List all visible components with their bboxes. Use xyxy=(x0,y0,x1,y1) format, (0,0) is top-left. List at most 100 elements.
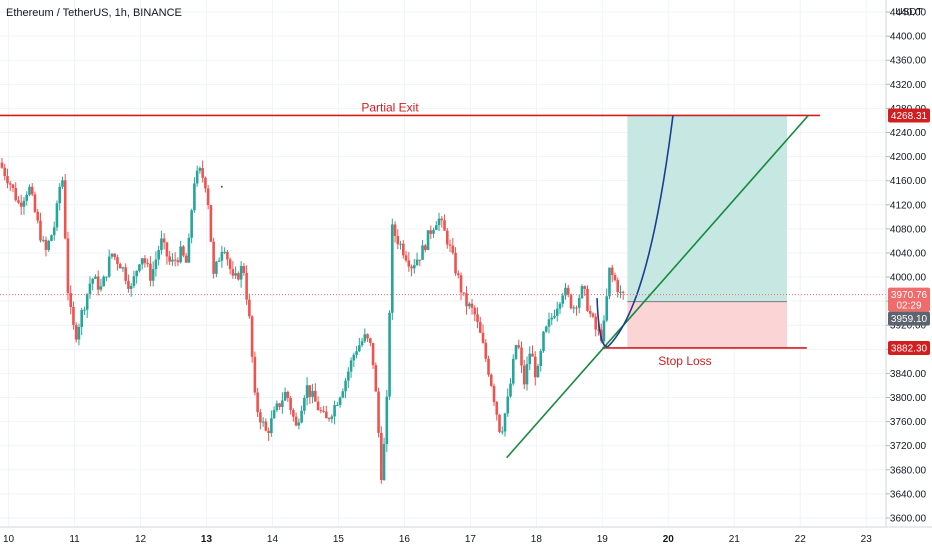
time-tick-label: 18 xyxy=(531,534,543,545)
support-trend-line[interactable] xyxy=(506,115,809,459)
candle-down xyxy=(201,168,204,178)
price-tag xyxy=(888,311,930,326)
chart-title: Ethereum / TetherUS, 1h, BINANCE xyxy=(6,7,182,19)
candle-up xyxy=(336,404,339,406)
candle-up xyxy=(605,296,609,321)
candle-up xyxy=(542,331,545,352)
candle-down xyxy=(371,342,375,366)
candle-up xyxy=(187,237,191,263)
price-tag-label: 3882.30 xyxy=(891,343,928,354)
candle-down xyxy=(489,374,493,386)
position-stop-zone[interactable] xyxy=(627,301,788,348)
candle-down xyxy=(228,259,232,270)
candle-up xyxy=(61,180,64,187)
candle-down xyxy=(575,307,578,309)
candle-up xyxy=(382,444,386,481)
candle-up xyxy=(272,410,276,419)
candle-up xyxy=(561,295,565,304)
candle-up xyxy=(297,422,301,426)
candle-up xyxy=(83,309,86,311)
candle-up xyxy=(129,285,133,289)
candle-down xyxy=(481,332,485,343)
candle-up xyxy=(347,371,350,381)
candle-up xyxy=(558,303,562,309)
candle-up xyxy=(341,391,345,398)
parabolic-curve[interactable] xyxy=(596,115,674,348)
candle-down xyxy=(14,187,18,201)
candle-down xyxy=(69,293,72,307)
candle-down xyxy=(448,244,452,246)
candle-down xyxy=(182,246,185,256)
price-tag-label: 3959.10 xyxy=(891,314,928,325)
candle-down xyxy=(396,236,400,245)
candle-up xyxy=(171,259,174,262)
candle-up xyxy=(88,283,92,294)
time-tick-label: 15 xyxy=(333,534,345,545)
candle-down xyxy=(440,218,444,221)
candle-up xyxy=(132,276,136,286)
candle-up xyxy=(509,383,512,397)
candle-down xyxy=(3,167,7,177)
candle-up xyxy=(102,276,105,287)
candle-down xyxy=(19,202,23,207)
candle-down xyxy=(44,239,48,250)
candle-down xyxy=(259,412,262,423)
candle-down xyxy=(369,338,372,343)
candle-down xyxy=(470,303,474,308)
candle-up xyxy=(58,186,62,204)
candle-up xyxy=(415,259,419,266)
candle-up xyxy=(300,410,303,423)
candle-down xyxy=(245,272,248,300)
candle-down xyxy=(294,416,298,426)
candle-down xyxy=(173,259,177,261)
candle-up xyxy=(602,320,606,342)
candle-down xyxy=(176,260,180,263)
partial-exit-label: Partial Exit xyxy=(361,100,419,114)
candle-down xyxy=(209,205,213,242)
candle-down xyxy=(462,292,466,294)
position-target-zone[interactable] xyxy=(627,115,788,302)
candle-down xyxy=(63,180,67,239)
candle-up xyxy=(619,291,622,293)
candle-up xyxy=(333,405,336,417)
candle-up xyxy=(506,396,510,414)
candle-up xyxy=(391,224,394,313)
candle-down xyxy=(484,342,488,359)
time-tick-label: 16 xyxy=(399,534,411,545)
candle-down xyxy=(377,391,380,433)
long-position-tool[interactable] xyxy=(627,115,788,348)
price-tick-label: 4080.00 xyxy=(890,224,927,235)
price-tick-label: 3720.00 xyxy=(890,441,927,452)
candle-down xyxy=(594,316,598,330)
candle-down xyxy=(588,310,592,314)
price-tick-label: 4240.00 xyxy=(890,128,927,139)
candle-down xyxy=(429,230,433,234)
candle-up xyxy=(157,250,160,260)
candle-up xyxy=(577,298,581,308)
candle-up xyxy=(151,269,155,281)
candle-up xyxy=(193,183,196,211)
candle-down xyxy=(0,162,4,168)
candle-down xyxy=(168,256,171,262)
candle-up xyxy=(536,366,540,378)
time-axis[interactable]: 10 11 12 13 14 15 16 17 18 19 20 21 22 23 xyxy=(3,534,872,545)
price-tick-label: 4200.00 xyxy=(890,152,927,163)
candle-up xyxy=(434,225,438,230)
candle-up xyxy=(110,253,114,257)
candle-down xyxy=(231,269,235,276)
candle-up xyxy=(50,235,53,241)
time-tick-label: 19 xyxy=(597,534,609,545)
price-tick-label: 4440.00 xyxy=(890,8,927,19)
candle-down xyxy=(8,183,12,185)
candle-down xyxy=(610,267,614,275)
candle-down xyxy=(517,345,521,348)
chart-drawings[interactable]: Partial Exit Stop Loss xyxy=(0,100,821,459)
candle-up xyxy=(121,267,125,269)
price-tick-label: 3600.00 xyxy=(890,513,927,524)
candle-down xyxy=(533,356,537,378)
time-tick-label: 23 xyxy=(861,534,873,545)
candle-down xyxy=(30,186,34,195)
candle-up xyxy=(553,315,556,318)
